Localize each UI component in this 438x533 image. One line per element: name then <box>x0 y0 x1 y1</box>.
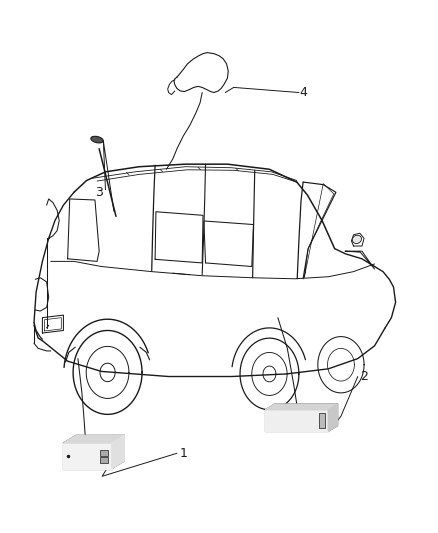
Polygon shape <box>265 404 338 410</box>
Text: 3: 3 <box>95 186 103 199</box>
Polygon shape <box>64 435 124 443</box>
Text: 1: 1 <box>179 447 187 460</box>
Ellipse shape <box>352 235 361 244</box>
Polygon shape <box>328 404 338 431</box>
Polygon shape <box>64 443 112 469</box>
Polygon shape <box>112 435 124 469</box>
Bar <box>100 450 108 456</box>
Text: 2: 2 <box>360 370 368 383</box>
Bar <box>100 457 108 464</box>
Polygon shape <box>265 410 328 431</box>
Text: 4: 4 <box>299 86 307 99</box>
Bar <box>319 413 325 428</box>
Ellipse shape <box>91 136 103 143</box>
